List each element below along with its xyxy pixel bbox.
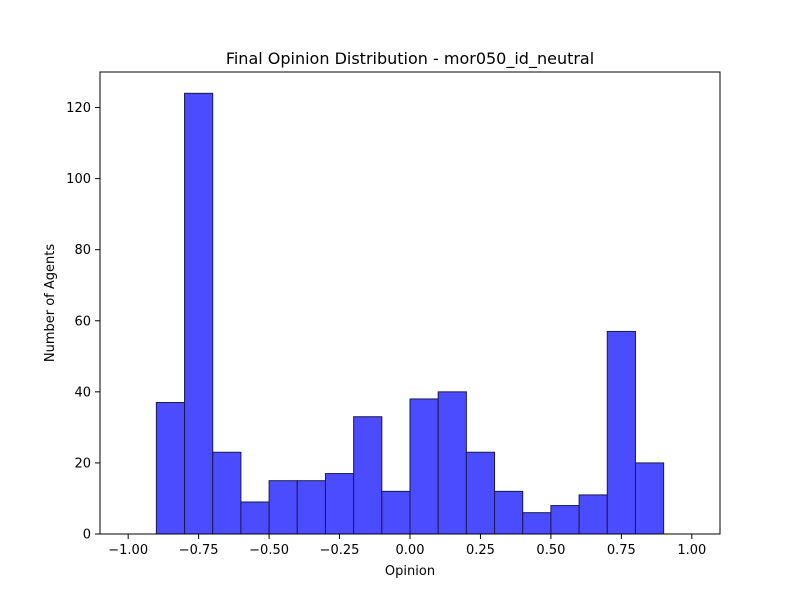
histogram-bar-13 [522,512,552,535]
y-tick-label: 0 [83,528,91,543]
x-tick-label: −0.25 [320,543,360,558]
histogram-bar-9 [409,398,439,535]
histogram-bar-6 [324,473,355,535]
histogram-bar-14 [550,505,580,535]
x-tick-label: 0.25 [466,543,495,558]
histogram-bar-7 [353,416,383,535]
y-axis-ticks: 0 20 40 60 80 100 120 [66,101,100,543]
y-tick-label: 80 [74,243,91,258]
plot-frame [99,71,721,535]
histogram-bar-16 [606,330,636,535]
histogram-bar-1 [184,92,214,535]
x-tick-label: 1.00 [677,543,706,558]
x-axis-ticks: −1.00 −0.75 −0.50 −0.25 0.00 0.25 0.50 0.75 1.00 [108,534,706,558]
y-tick-label: 60 [74,314,91,329]
y-tick-label: 100 [66,172,91,187]
y-tick-label: 40 [74,385,91,400]
x-tick-label: −0.75 [179,543,219,558]
histogram-bar-2 [212,451,242,535]
histogram-bar-12 [494,490,524,535]
histogram-bar-15 [578,494,608,535]
histogram-bar-5 [296,480,326,535]
histogram-bar-10 [437,391,467,535]
histogram-bar-4 [268,480,298,535]
x-tick-label: −0.50 [249,543,289,558]
x-tick-label: −1.00 [108,543,148,558]
x-tick-label: 0.00 [396,543,425,558]
y-axis-title: Number of Agents [43,244,58,362]
histogram-bar-8 [381,490,411,535]
x-tick-label: 0.75 [607,543,636,558]
x-axis-title: Opinion [385,564,435,579]
y-tick-label: 20 [74,456,91,471]
histogram-bar-3 [240,501,270,535]
bars-group [155,92,665,535]
histogram-bar-17 [634,462,665,535]
histogram-bar-11 [465,451,496,535]
histogram-bar-0 [155,402,186,535]
x-tick-label: 0.50 [536,543,565,558]
y-tick-label: 120 [66,101,91,116]
chart-title: Final Opinion Distribution - mor050_id_n… [226,49,594,69]
